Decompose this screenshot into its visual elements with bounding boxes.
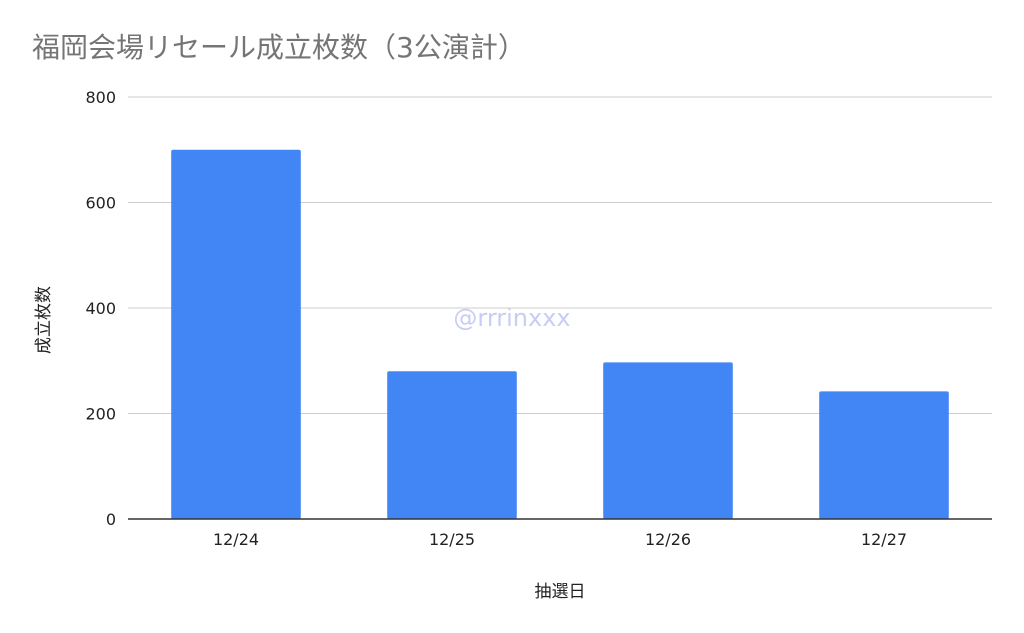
x-tick-label: 12/26 [645, 530, 691, 549]
y-tick-label: 800 [85, 88, 116, 107]
y-axis-ticks: 0 200 400 600 800 [85, 88, 116, 529]
bar-12-25 [387, 371, 517, 519]
y-tick-label: 400 [85, 299, 116, 318]
bar-12-27 [819, 391, 949, 519]
x-axis-label: 抽選日 [535, 582, 586, 602]
bar-12-24 [171, 149, 301, 519]
bar-12-26 [603, 362, 733, 519]
x-tick-label: 12/27 [861, 530, 907, 549]
y-tick-label: 600 [85, 194, 116, 213]
watermark-annotation: @rrrinxxx [453, 304, 570, 332]
chart-title: 福岡会場リセール成立枚数（3公演計） [32, 31, 526, 64]
x-tick-label: 12/24 [213, 530, 259, 549]
y-axis-label: 成立枚数 [34, 286, 54, 354]
y-tick-label: 0 [106, 510, 116, 529]
bars [171, 149, 949, 519]
x-tick-label: 12/25 [429, 530, 475, 549]
y-tick-label: 200 [85, 405, 116, 424]
x-axis-ticks: 12/24 12/25 12/26 12/27 [213, 530, 907, 549]
